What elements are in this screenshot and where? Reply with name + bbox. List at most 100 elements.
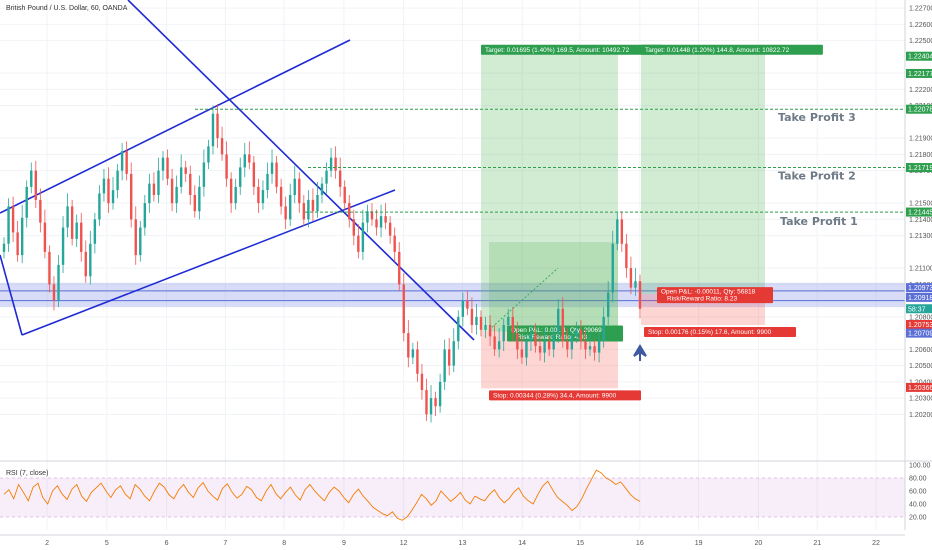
stop-label: Stop: 0.00176 (0.15%) 17.6, Amount: 9900: [648, 329, 772, 336]
candles: [2, 104, 642, 423]
candle-body: [139, 227, 142, 256]
risk-reward-label: Risk/Reward Ratio: 4.93: [517, 334, 587, 341]
candle-body: [320, 183, 324, 195]
price-marker-label: 1.20366: [908, 385, 932, 392]
price-tick-label: 1.22700: [909, 6, 932, 13]
candle-body: [89, 243, 92, 277]
position-boxes[interactable]: Target: 0.01695 (1.40%) 169.5, Amount: 1…: [481, 44, 823, 401]
risk-reward-label: Risk/Reward Ratio: 8.23: [667, 296, 737, 303]
candle-body: [189, 173, 192, 195]
candle-body: [307, 199, 310, 220]
price-marker-bg: [906, 382, 932, 392]
candle-body: [193, 195, 196, 212]
take-profit-label: Take Profit 3: [778, 111, 856, 124]
candle-body: [111, 190, 115, 204]
price-marker-bg: [906, 207, 932, 217]
candle-body: [429, 398, 433, 415]
candle-body: [298, 178, 301, 204]
candle-body: [529, 333, 533, 342]
candle-body: [266, 173, 269, 191]
take-profit-label: Take Profit 2: [778, 170, 856, 183]
rsi-tick-label: 40.00: [909, 502, 927, 509]
candle-body: [338, 170, 342, 187]
candle-body: [325, 170, 328, 184]
candle-body: [311, 199, 315, 212]
stop-label-bg: [489, 390, 641, 401]
candle-body: [39, 199, 42, 223]
price-tick-label: 1.22600: [909, 22, 932, 29]
rsi-panel: 100.00 80.00 60.00 40.00 20.00: [0, 460, 932, 522]
price-marker-bg: [906, 320, 932, 330]
candle-body: [130, 173, 133, 220]
trend-lines[interactable]: [0, 0, 647, 361]
candle-body: [520, 349, 524, 358]
candle-body: [479, 316, 483, 330]
candle-body: [293, 178, 296, 195]
price-marker-bg: [906, 163, 932, 173]
candle-body: [438, 381, 442, 407]
candle-body: [284, 206, 287, 220]
price-tick-label: 1.20400: [909, 379, 932, 386]
target-zone: [481, 48, 618, 332]
time-tick-label: 21: [813, 540, 821, 547]
candle-body: [575, 329, 578, 337]
candle-body: [334, 157, 337, 171]
candle-body: [11, 206, 15, 233]
candle-body: [80, 222, 83, 252]
price-marker-label: 1.21719: [908, 165, 932, 172]
time-tick-label: 6: [165, 540, 169, 547]
candle-body: [207, 146, 210, 163]
candle-body: [98, 193, 101, 220]
candle-body: [2, 243, 6, 252]
price-tick-label: 1.21900: [909, 136, 932, 143]
candle-body: [30, 170, 33, 187]
channel-left-line: [0, 254, 23, 336]
candle-body: [525, 341, 528, 358]
candle-body: [434, 398, 437, 407]
candle-body: [407, 333, 410, 358]
candle-body: [348, 203, 351, 220]
candle-body: [184, 167, 187, 174]
price-tick-label: 1.20600: [909, 347, 932, 354]
candle-body: [216, 113, 219, 139]
candle-body: [7, 206, 10, 244]
price-tick-label: 1.20200: [909, 412, 932, 419]
time-tick-label: 9: [342, 540, 346, 547]
rsi-line: [3, 469, 641, 521]
candle-body: [452, 341, 455, 366]
price-tick-label: 1.21300: [909, 233, 932, 240]
candle-body: [252, 162, 256, 187]
time-tick-label: 5: [105, 540, 109, 547]
candle-body: [393, 235, 396, 252]
grid: [0, 0, 905, 530]
price-tick-label: 1.20800: [909, 314, 932, 321]
open-pnl-label: Open P&L: -0.00011, Qty: 56818: [661, 289, 756, 296]
candle-body: [125, 151, 128, 174]
price-marker-label: 1.22078: [908, 107, 932, 114]
price-tick-label: 1.21500: [909, 201, 932, 208]
candle-body: [516, 333, 519, 350]
price-tick-label: 1.22500: [909, 38, 932, 45]
candle-body: [547, 341, 551, 350]
candle-body: [425, 390, 428, 415]
candle-body: [420, 373, 424, 390]
downtrend-line: [127, 0, 475, 341]
candle-body: [466, 300, 469, 309]
price-marker-label: 1.22404: [908, 54, 932, 61]
candle-body: [166, 157, 169, 179]
candle-body: [597, 341, 601, 353]
take-profit-lines: Take Profit 3 Take Profit 2 Take Profit 1: [195, 108, 905, 228]
rsi-band: [0, 478, 905, 517]
candle-body: [607, 292, 610, 317]
channel-lower-line: [21, 189, 396, 336]
price-marker-label: 1.20973: [908, 285, 932, 292]
candle-body: [366, 211, 369, 223]
candle-body: [143, 203, 147, 228]
rsi-title: RSI (7, close): [6, 470, 48, 477]
stop-label: Stop: 0.00344 (0.28%) 34.4, Amount: 9900: [493, 392, 617, 399]
candle-body: [602, 316, 605, 342]
candle-body: [148, 183, 151, 204]
candle-body: [593, 346, 596, 353]
time-tick-label: 7: [223, 540, 227, 547]
